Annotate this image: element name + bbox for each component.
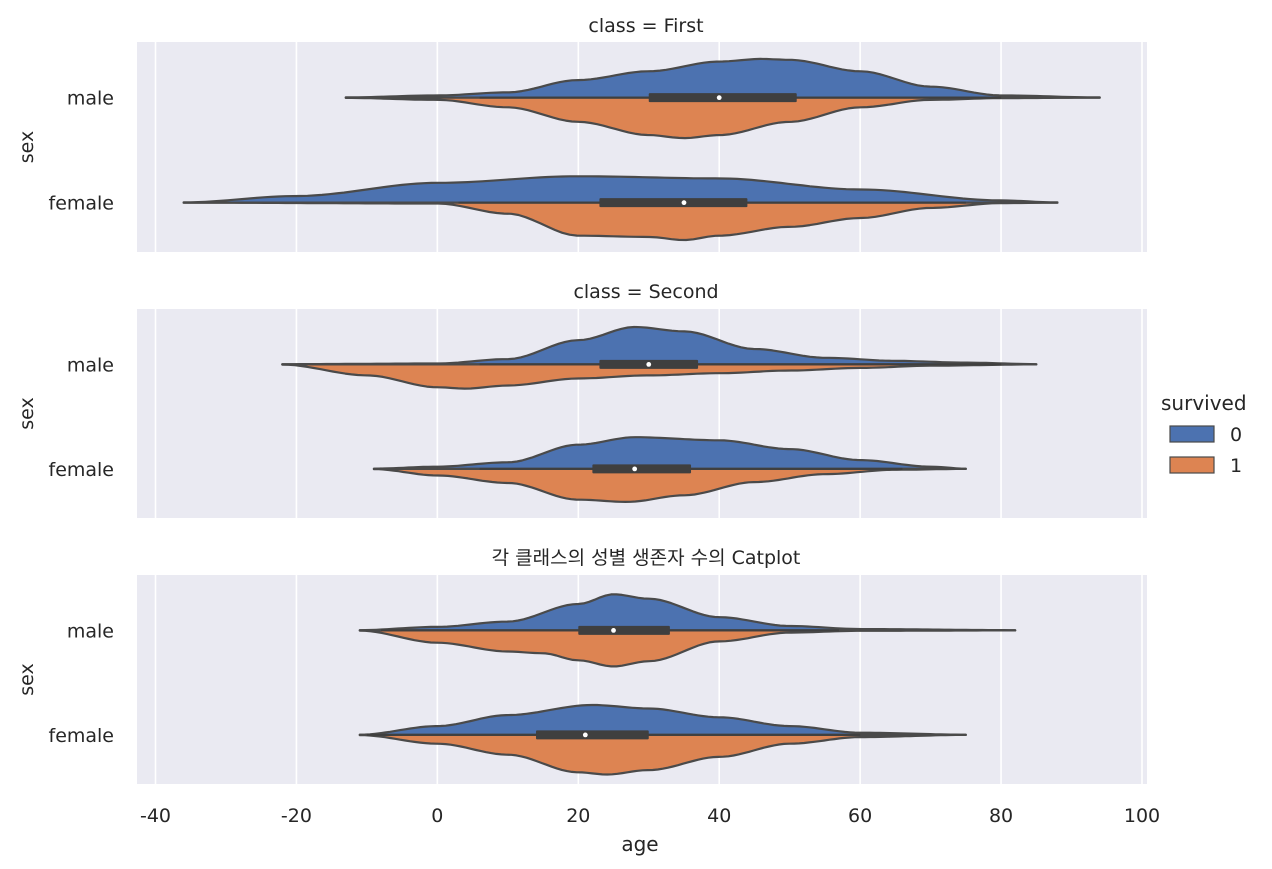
- y-axis-label: sex: [16, 131, 38, 164]
- x-tick-label: -40: [140, 805, 171, 827]
- box-iqr-female: [599, 198, 748, 208]
- box-median-male: [646, 361, 652, 367]
- violin-half-survived-0-male: [344, 57, 1101, 99]
- legend-title: survived: [1161, 391, 1247, 415]
- y-tick-label-female: female: [49, 193, 115, 215]
- x-tick-label: 0: [431, 805, 443, 827]
- legend-swatch-1: [1169, 456, 1215, 474]
- box-iqr-female: [592, 464, 692, 474]
- y-tick-label-male: male: [67, 354, 114, 376]
- violin-half-survived-1-male: [358, 629, 1017, 668]
- violin-half-survived-1-male: [281, 363, 1038, 390]
- y-tick-label-female: female: [49, 459, 115, 481]
- x-axis-label: age: [621, 832, 658, 856]
- x-tick-label: 60: [848, 805, 872, 827]
- box-median-female: [632, 466, 638, 472]
- violin-half-survived-0-female: [182, 175, 1059, 204]
- x-tick-label: 40: [707, 805, 731, 827]
- facet-panel-3: 각 클래스의 성별 생존자 수의 Catplot sex male female: [16, 547, 1147, 784]
- facet-panel-1: class = First sex male female: [16, 15, 1147, 252]
- box-iqr-female: [536, 730, 649, 740]
- y-tick-label-male: male: [67, 620, 114, 642]
- box-iqr-male: [578, 625, 670, 635]
- legend-swatch-0: [1169, 425, 1215, 443]
- violin-half-survived-1-female: [182, 201, 1059, 242]
- x-tick-label: 20: [566, 805, 590, 827]
- violin-half-survived-1-female: [372, 467, 967, 503]
- violin-half-survived-0-female: [372, 436, 967, 470]
- x-tick-label: -20: [281, 805, 312, 827]
- box-median-male: [716, 95, 722, 101]
- legend-label-0: 0: [1230, 424, 1242, 446]
- x-tick-label: 80: [989, 805, 1013, 827]
- box-iqr-male: [648, 93, 797, 103]
- y-axis-label: sex: [16, 397, 38, 430]
- y-tick-label-male: male: [67, 88, 114, 110]
- box-median-male: [611, 627, 616, 633]
- facet-title: class = First: [588, 15, 703, 37]
- facet-title: 각 클래스의 성별 생존자 수의 Catplot: [492, 547, 801, 569]
- facet-panel-2: class = Second sex male female: [16, 281, 1147, 518]
- legend-label-1: 1: [1230, 455, 1242, 477]
- violin-half-survived-1-female: [358, 733, 967, 776]
- facet-title: class = Second: [573, 281, 718, 303]
- x-tick-label: 100: [1124, 805, 1160, 827]
- y-tick-label-female: female: [49, 725, 115, 747]
- y-axis-label: sex: [16, 663, 38, 696]
- violin-half-survived-0-female: [358, 703, 967, 736]
- box-median-female: [681, 200, 687, 206]
- box-median-female: [582, 732, 588, 738]
